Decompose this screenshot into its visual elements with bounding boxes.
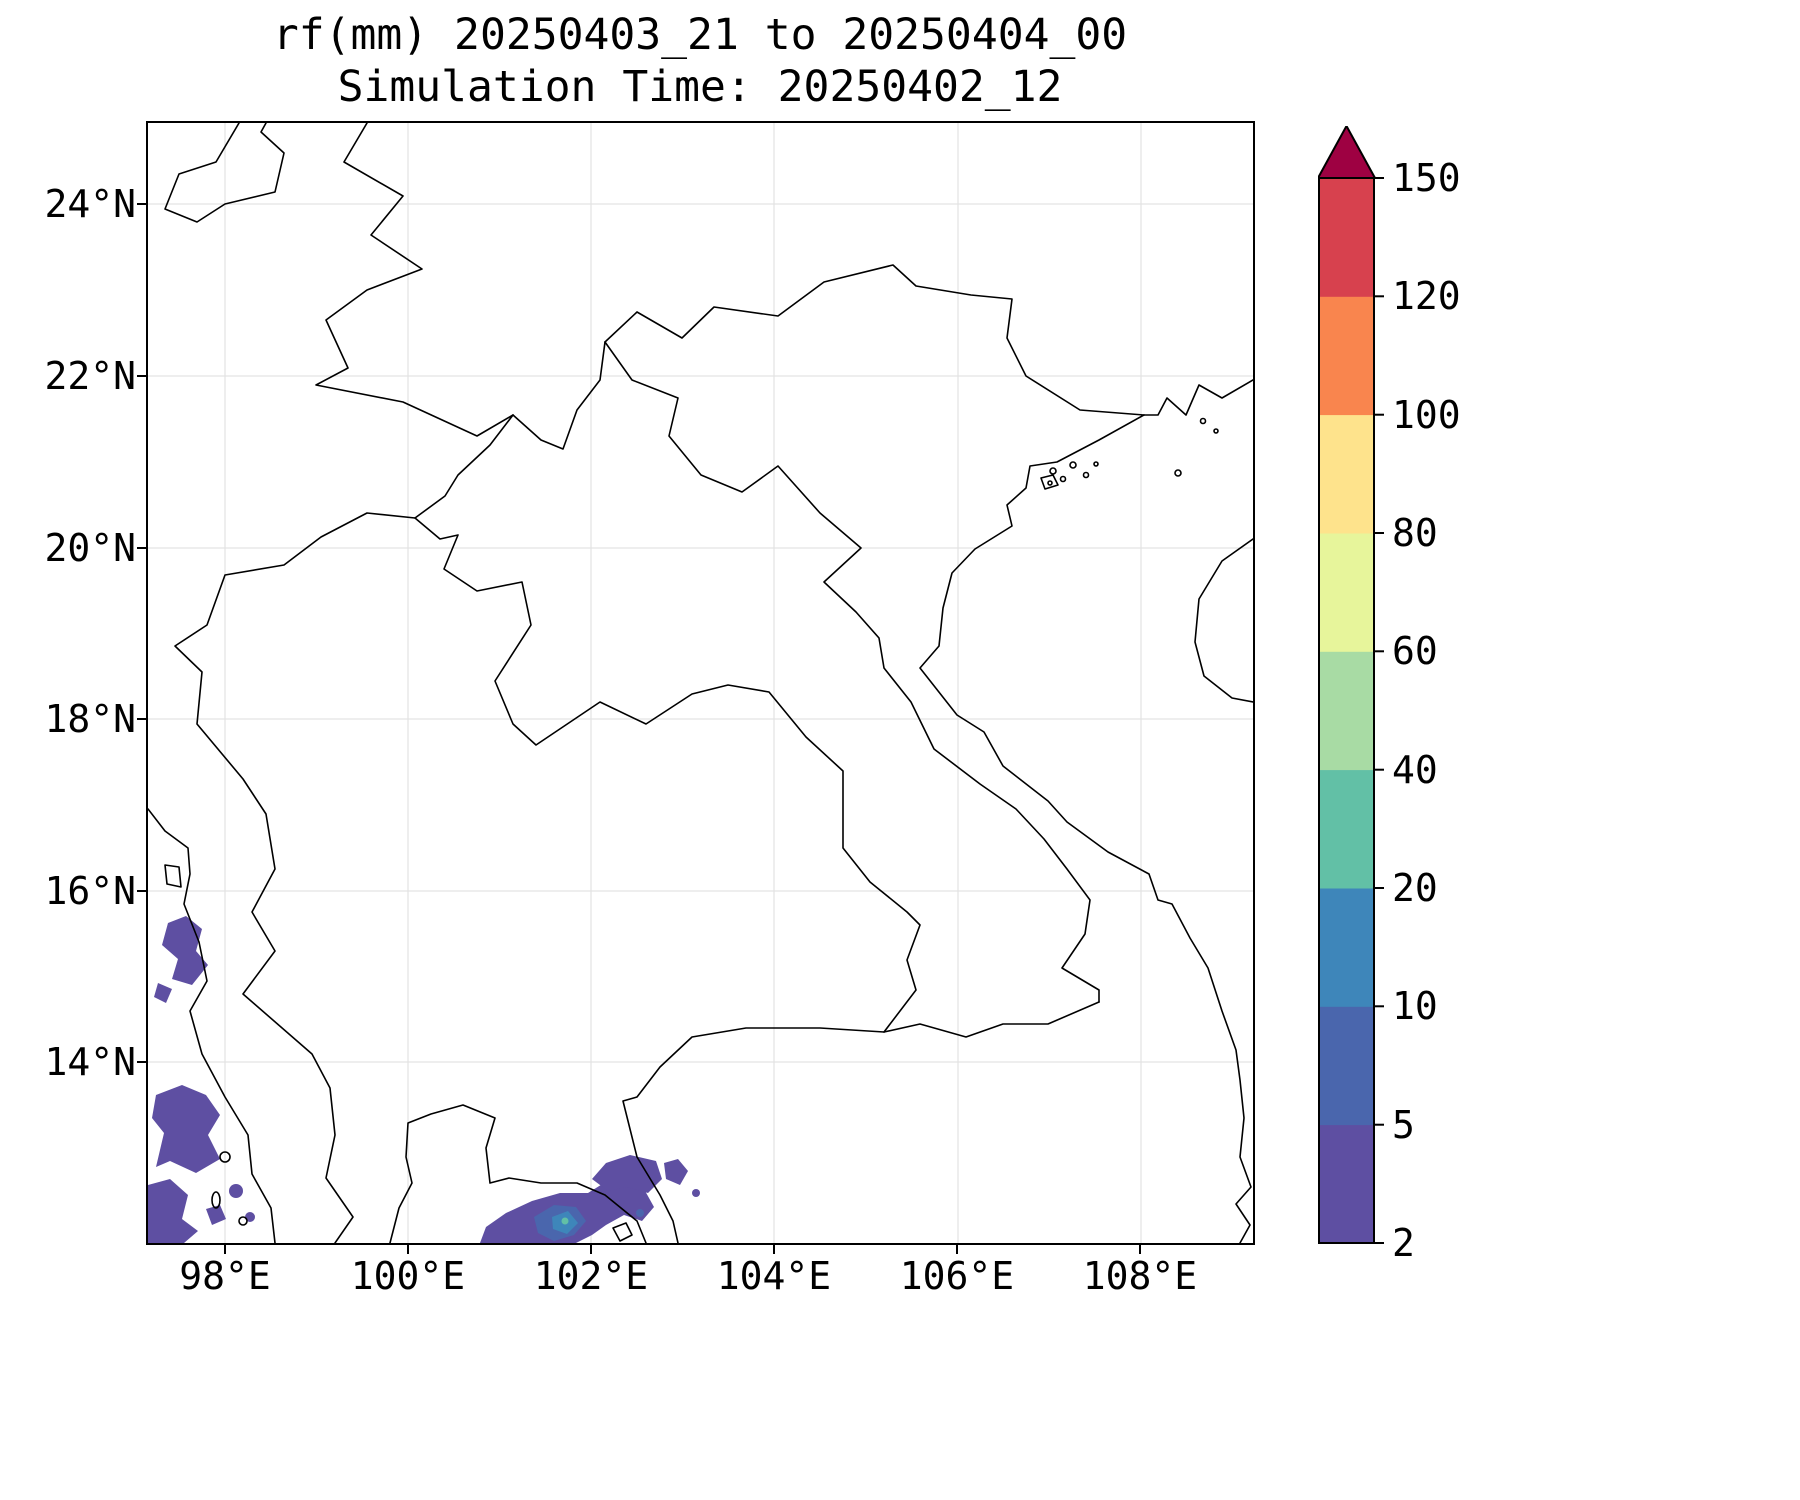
- colorbar-label-20: 20: [1392, 866, 1438, 910]
- y-tick-label-24n: 24°N: [44, 182, 136, 226]
- colorbar-label-120: 120: [1392, 274, 1461, 318]
- y-tick-label-18n: 18°N: [44, 697, 136, 741]
- x-tick-label-104e: 104°E: [716, 1254, 832, 1298]
- y-tick-mark: [137, 890, 146, 892]
- x-tick-mark: [224, 1245, 226, 1254]
- x-tick-label-102e: 102°E: [533, 1254, 649, 1298]
- border-thailand-laos: [414, 517, 921, 1033]
- coastline-myanmar: [148, 808, 276, 1243]
- rain-patch-gulf-right: [664, 1159, 688, 1185]
- coastline-gulf-of-thailand: [389, 1104, 647, 1243]
- y-tick-mark: [137, 718, 146, 720]
- rain-patch-southwest-2: [148, 1179, 198, 1243]
- colorbar-seg-120-150: [1318, 178, 1375, 297]
- rain-patch-myanmar-coast-small: [154, 983, 172, 1003]
- x-tick-mark: [407, 1245, 409, 1254]
- x-tick-mark: [773, 1245, 775, 1254]
- y-tick-label-16n: 16°N: [44, 869, 136, 913]
- y-tick-label-20n: 20°N: [44, 526, 136, 570]
- colorbar-seg-40-60: [1318, 651, 1375, 771]
- plot-title: rf(mm) 20250403_21 to 20250404_00: [272, 10, 1128, 60]
- x-tick-label-108e: 108°E: [1082, 1254, 1198, 1298]
- coastline-vietnam: [919, 414, 1252, 1243]
- border-myanmar-thailand: [174, 512, 416, 1243]
- colorbar-ticks: [1375, 177, 1384, 1244]
- island-koh-chang: [612, 1222, 633, 1242]
- border-china-laos: [512, 341, 606, 450]
- colorbar-seg-20-40: [1318, 769, 1375, 889]
- y-tick-label-22n: 22°N: [44, 354, 136, 398]
- x-tick-label-106e: 106°E: [899, 1254, 1015, 1298]
- colorbar-label-60: 60: [1392, 629, 1438, 673]
- island-tenasserim-2: [211, 1191, 221, 1209]
- colorbar-label-40: 40: [1392, 748, 1438, 792]
- rain-patch-southwest-3: [206, 1205, 226, 1225]
- rain-dot-gulf-blue: [636, 1209, 644, 1217]
- grid-lines: [148, 123, 1253, 1243]
- colorbar-seg-2-5: [1318, 1124, 1375, 1244]
- colorbar-seg-60-80: [1318, 533, 1375, 652]
- colorbar-label-10: 10: [1392, 984, 1438, 1028]
- y-tick-mark: [137, 1061, 146, 1063]
- y-tick-label-14n: 14°N: [44, 1040, 136, 1084]
- colorbar-label-80: 80: [1392, 511, 1438, 555]
- x-tick-label-100e: 100°E: [350, 1254, 466, 1298]
- x-tick-mark: [956, 1245, 958, 1254]
- colorbar-label-5: 5: [1392, 1103, 1415, 1147]
- colorbar-seg-80-100: [1318, 414, 1375, 534]
- islet-offshore-1: [1174, 469, 1182, 477]
- x-tick-label-98e: 98°E: [179, 1254, 271, 1298]
- colorbar-over-triangle: [1316, 123, 1377, 179]
- rain-core-gulf-20-40: [561, 1217, 569, 1225]
- plot-subtitle: Simulation Time: 20250402_12: [337, 62, 1063, 112]
- colorbar-seg-100-120: [1318, 296, 1375, 416]
- islet-halong-2: [1059, 475, 1067, 483]
- islet-offshore-2: [1199, 417, 1207, 425]
- x-tick-mark: [1139, 1245, 1141, 1254]
- border-myanmar-laos-mekong: [414, 414, 514, 519]
- islet-halong-5: [1093, 461, 1099, 467]
- border-laos-vietnam: [604, 341, 1100, 1003]
- rain-dot-southwest-a: [229, 1184, 243, 1198]
- colorbar-outline: [1318, 177, 1375, 1244]
- islet-halong-3: [1069, 461, 1077, 469]
- islet-halong-1: [1049, 467, 1057, 475]
- y-tick-mark: [137, 203, 146, 205]
- colorbar-seg-10-20: [1318, 888, 1375, 1007]
- island-cat-ba: [1040, 474, 1059, 490]
- colorbar: [1316, 123, 1388, 1250]
- colorbar-label-150: 150: [1392, 156, 1461, 200]
- rainfall-patches: [148, 916, 700, 1243]
- borders-coastlines: [148, 123, 1253, 1243]
- rain-dot-gulf-right: [692, 1189, 700, 1197]
- colorbar-seg-5-10: [1318, 1006, 1375, 1126]
- islet-offshore-3: [1213, 428, 1219, 434]
- border-myanmar-china-northwest: [164, 123, 285, 223]
- border-china-myanmar: [315, 123, 514, 437]
- island-tenasserim-1: [219, 1151, 231, 1163]
- colorbar-svg: [1316, 123, 1384, 1244]
- rain-patch-myanmar-coast: [162, 916, 208, 985]
- coastline-hainan-west: [1194, 538, 1253, 703]
- border-thailand-cambodia: [622, 1027, 885, 1243]
- map-axes: [146, 121, 1255, 1245]
- colorbar-label-2: 2: [1392, 1221, 1415, 1265]
- border-china-vietnam: [604, 264, 1145, 416]
- y-tick-mark: [137, 375, 146, 377]
- coastline-guangxi: [1143, 379, 1253, 416]
- border-laos-cambodia: [883, 1001, 1100, 1038]
- island-bilugyun: [164, 864, 182, 888]
- rain-patch-gulf-upper: [592, 1155, 662, 1193]
- colorbar-label-100: 100: [1392, 393, 1461, 437]
- map-svg: [148, 123, 1253, 1243]
- rain-patch-southwest-1: [152, 1085, 220, 1173]
- island-tenasserim-3: [238, 1216, 248, 1226]
- x-tick-mark: [590, 1245, 592, 1254]
- y-tick-mark: [137, 547, 146, 549]
- islet-halong-6: [1047, 480, 1053, 486]
- islet-halong-4: [1082, 471, 1090, 479]
